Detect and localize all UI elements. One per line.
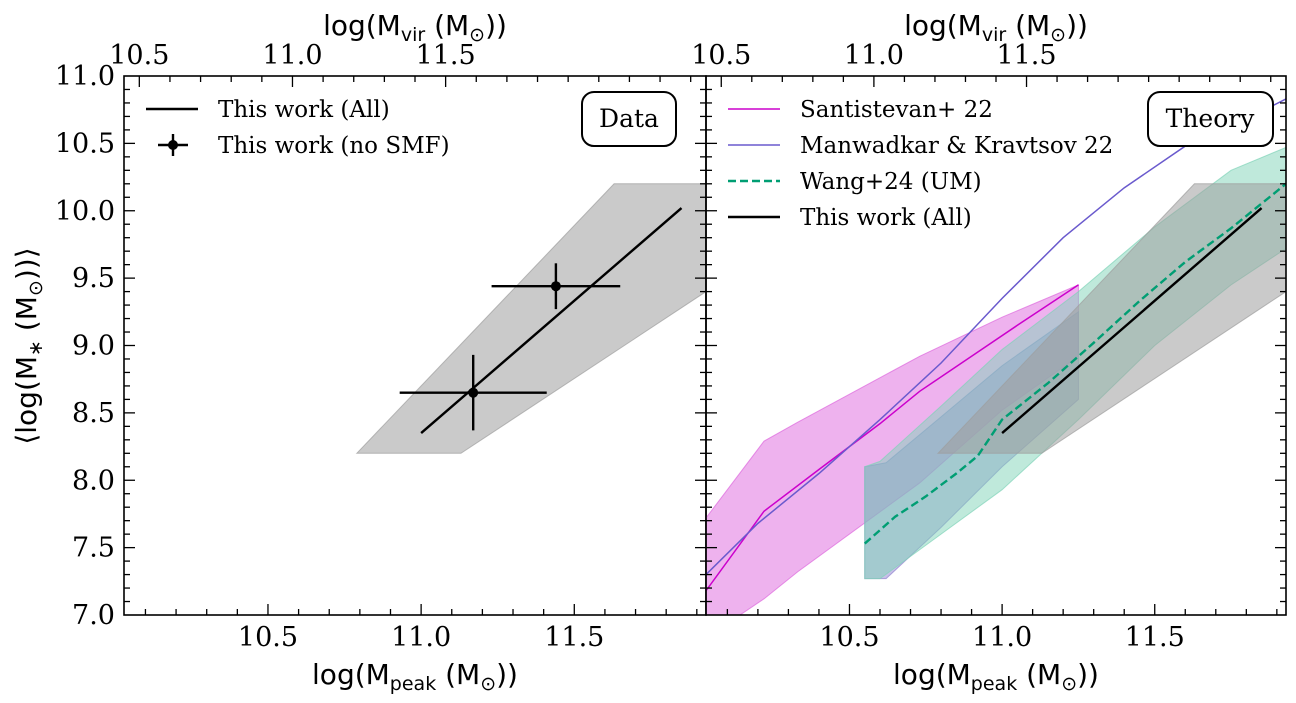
top-tick-label: 11.5 — [996, 40, 1056, 71]
legend-item-this-work-all: This work (All) — [146, 97, 390, 123]
legend-item-santistevan-22: Santistevan+ 22 — [728, 97, 993, 123]
ylabel: ⟨log(M∗ (M⊙))⟩ — [10, 247, 47, 444]
legend-label: This work (All) — [800, 205, 972, 231]
right-xlabel: log(Mpeak (M⊙)) — [893, 658, 1099, 695]
legend-item-this-work-no-smf: This work (no SMF) — [158, 133, 450, 159]
band-this-work-all-range — [936, 183, 1286, 454]
x-tick-label: 10.5 — [238, 622, 298, 653]
band-this-work-all-range — [355, 183, 706, 454]
y-tick-label: 11.0 — [55, 61, 115, 92]
errorbar-point-2 — [491, 263, 621, 310]
right-ticks — [706, 76, 1286, 615]
legend-label: Manwadkar & Kravtsov 22 — [800, 133, 1113, 159]
y-tick-label: 7.0 — [72, 600, 115, 631]
legend-label: This work (no SMF) — [218, 133, 450, 159]
left-legend: This work (All) This work (no SMF) — [146, 97, 450, 159]
errorbar-point-1 — [399, 354, 547, 431]
left-top-xlabel: log(Mvir (M⊙)) — [323, 9, 507, 46]
left-xlabel: log(Mpeak (M⊙)) — [312, 658, 518, 695]
left-ticks — [124, 76, 706, 615]
legend-label: Santistevan+ 22 — [800, 97, 993, 123]
x-tick-label: 11.0 — [391, 622, 451, 653]
panel-theory: Santistevan+ 22 Manwadkar & Kravtsov 22 Wa… — [705, 75, 1287, 616]
y-tick-label: 10.5 — [55, 128, 115, 159]
x-tick-label: 11.5 — [544, 622, 604, 653]
right-bands — [706, 146, 1286, 615]
x-tick-label: 11.0 — [972, 622, 1032, 653]
series-santistevan-22 — [706, 284, 1079, 592]
left-errorbars — [399, 263, 621, 431]
top-tick-label: 11.5 — [416, 40, 476, 71]
top-tick-label: 10.5 — [109, 40, 169, 71]
legend-label: Wang+24 (UM) — [800, 169, 982, 195]
legend-item-this-work-all: This work (All) — [728, 205, 972, 231]
top-tick-label: 11.0 — [262, 40, 322, 71]
y-tick-label: 10.0 — [55, 196, 115, 227]
left-panel-label-box: Data — [581, 91, 677, 147]
left-bands — [355, 183, 706, 454]
series-wang-24-um — [863, 182, 1286, 545]
left-panel-label: Data — [599, 104, 659, 133]
right-top-xlabel: log(Mvir (M⊙)) — [904, 9, 1088, 46]
y-tick-label: 9.5 — [72, 263, 115, 294]
panel-data: This work (All) This work (no SMF) Data — [123, 75, 707, 616]
series-this-work-all — [420, 207, 683, 434]
legend-item-manwadkar-kravtsov-22: Manwadkar & Kravtsov 22 — [728, 133, 1113, 159]
x-tick-label: 10.5 — [819, 622, 879, 653]
legend-label: This work (All) — [218, 97, 390, 123]
y-tick-label: 9.0 — [72, 331, 115, 362]
right-panel-label: Theory — [1166, 104, 1256, 133]
left-series — [420, 207, 683, 434]
legend-item-wang-24-um: Wang+24 (UM) — [728, 169, 982, 195]
top-tick-label: 11.0 — [844, 40, 904, 71]
y-tick-label: 8.5 — [72, 398, 115, 429]
y-tick-label: 8.0 — [72, 465, 115, 496]
series-this-work-all — [1001, 207, 1263, 434]
x-tick-label: 11.5 — [1125, 622, 1185, 653]
top-tick-label: 10.5 — [691, 40, 751, 71]
right-legend: Santistevan+ 22 Manwadkar & Kravtsov 22 Wa… — [728, 97, 1113, 231]
y-tick-label: 7.5 — [72, 533, 115, 564]
right-panel-label-box: Theory — [1147, 91, 1274, 147]
